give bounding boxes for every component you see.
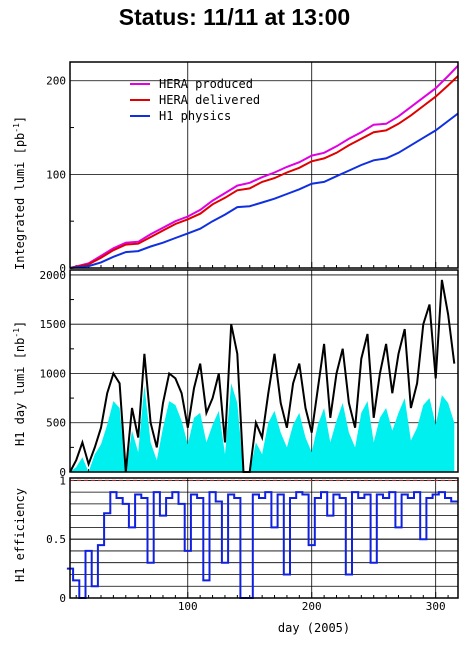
ytick-label-day-lumi: 2000 [40, 269, 67, 282]
efficiency-line [66, 491, 458, 599]
ytick-label-efficiency: 1 [59, 474, 66, 487]
xlabel-day: day (2005) [278, 621, 350, 635]
integrated-lumi-panel: 0 100 200 [46, 61, 459, 275]
delivered-day-lumi-line [69, 279, 456, 473]
panel-frame [69, 61, 459, 269]
x-axis: 100 200 300 [178, 600, 446, 613]
h1-day-lumi-area [70, 383, 455, 472]
chart-title: Status: 11/11 at 13:00 [118, 4, 351, 30]
ytick-label-day-lumi: 1000 [40, 367, 67, 380]
legend-label-h1-physics: H1 physics [159, 109, 231, 123]
ytick-label-integrated-lumi: 200 [46, 75, 66, 88]
ytick-label-day-lumi: 500 [46, 417, 66, 430]
ytick-label-day-lumi: 0 [59, 466, 66, 479]
ytick-label-integrated-lumi: 100 [46, 168, 66, 181]
xtick-label: 200 [302, 600, 322, 613]
day-lumi-panel: 0 500 1000 1500 2000 [40, 269, 459, 479]
xtick-label: 100 [178, 600, 198, 613]
series-line-h1-physics [69, 112, 459, 269]
efficiency-panel: 00.51 [46, 474, 459, 605]
ylabel-integrated-lumi: Integrated lumi [pb-1] [12, 116, 27, 270]
legend: HERA produced HERA delivered H1 physics [130, 77, 260, 123]
series-line-hera-produced [69, 65, 459, 269]
ytick-label-day-lumi: 1500 [40, 318, 67, 331]
legend-label-hera-delivered: HERA delivered [159, 93, 260, 107]
legend-label-hera-produced: HERA produced [159, 77, 253, 91]
panel-frame [69, 269, 459, 473]
ylabel-day-lumi: H1 day lumi [nb-1] [12, 321, 27, 446]
ytick-label-integrated-lumi: 0 [59, 262, 66, 275]
xtick-label: 300 [426, 600, 446, 613]
series-line-hera-delivered [69, 75, 459, 269]
panel-frame [69, 477, 459, 599]
ytick-label-efficiency: 0 [59, 592, 66, 605]
ylabel-efficiency: H1 efficiency [13, 488, 27, 582]
ytick-label-efficiency: 0.5 [46, 533, 66, 546]
